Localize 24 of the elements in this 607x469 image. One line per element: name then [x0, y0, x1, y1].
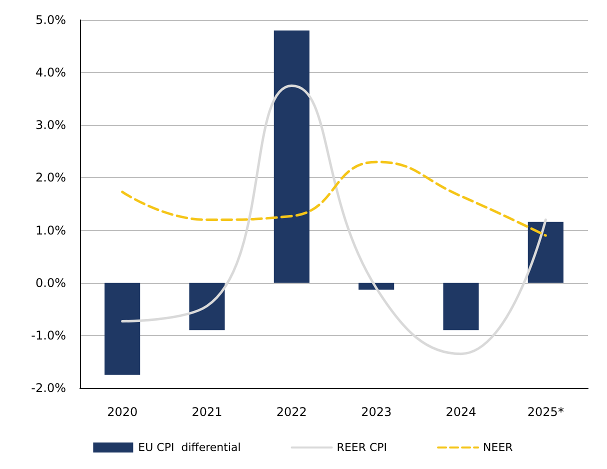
- bar: [528, 222, 564, 283]
- x-tick-label: 2023: [361, 405, 392, 419]
- x-tick-label: 2021: [192, 405, 222, 419]
- y-tick-label: 5.0%: [36, 13, 66, 27]
- bar: [443, 282, 479, 330]
- y-tick-label: 3.0%: [36, 118, 66, 132]
- line-series: [121, 160, 547, 237]
- legend-label: REER CPI: [336, 441, 388, 454]
- line-series: [121, 84, 547, 356]
- y-tick-label: 2.0%: [36, 170, 66, 185]
- y-tick-label: -1.0%: [31, 328, 66, 342]
- bar: [104, 282, 140, 375]
- x-tick-label: 2020: [107, 405, 138, 419]
- legend-label: EU CPI differential: [138, 441, 241, 454]
- y-tick-label: -2.0%: [31, 381, 66, 395]
- legend-label: NEER: [483, 441, 514, 454]
- y-tick-label: 4.0%: [36, 66, 66, 80]
- bar: [189, 282, 225, 330]
- y-tick-label: 0.0%: [36, 276, 66, 290]
- x-tick-label: 2022: [276, 405, 307, 419]
- x-tick-label: 2025*: [527, 405, 564, 419]
- bar: [274, 30, 310, 283]
- x-tick-label: 2024: [446, 405, 476, 419]
- y-tick-label: 1.0%: [36, 223, 66, 238]
